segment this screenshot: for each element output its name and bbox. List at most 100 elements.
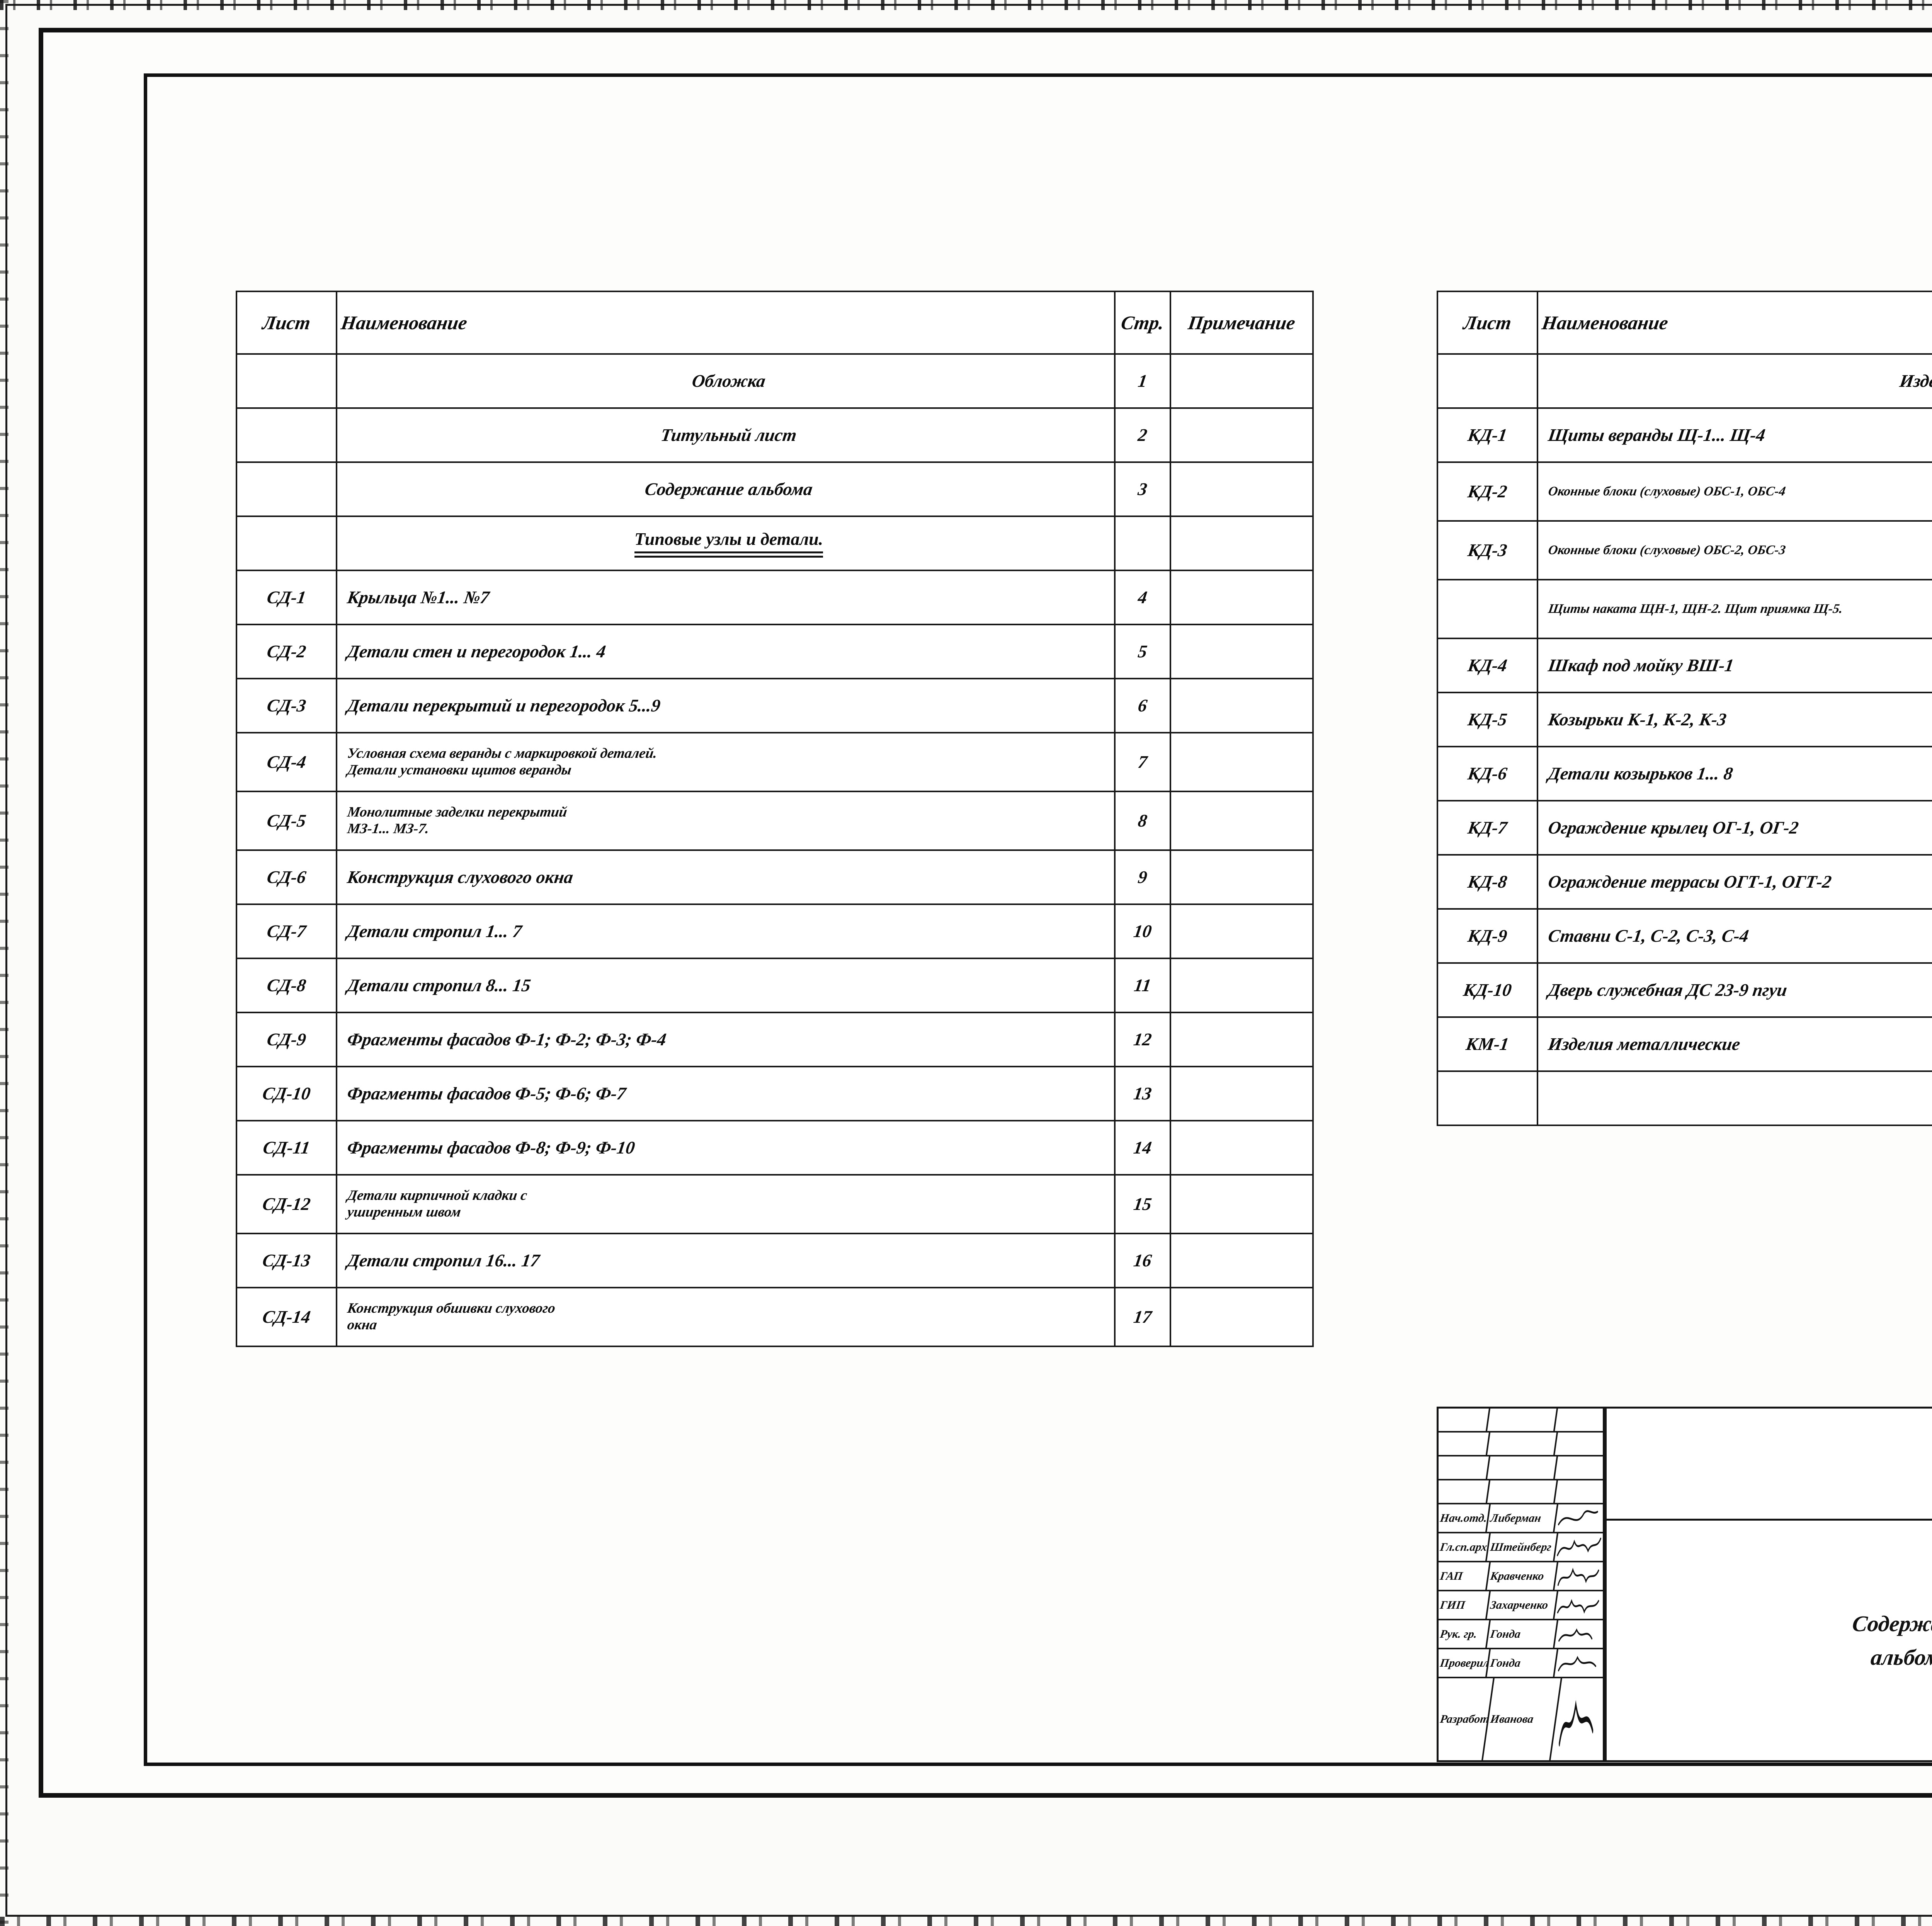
cell-note: [1170, 407, 1314, 463]
cell-note: [1170, 958, 1314, 1013]
cell-sheet-code: КД-1: [1437, 407, 1538, 463]
contents-table-right: Лист Наименование Стр. Примечание Издели…: [1437, 291, 1932, 1126]
drawing-title-line2: альбома: [1869, 1645, 1932, 1670]
title-block-signature: [1556, 1649, 1603, 1677]
cell-sheet-code: СД-3: [236, 678, 337, 733]
cell-sheet-code: [1437, 353, 1538, 409]
title-block-row: Проверил Гонда: [1437, 1649, 1603, 1678]
table-row: Титульный лист 2: [236, 407, 1314, 463]
cell-page-number: 6: [1114, 678, 1171, 733]
title-block-signature: [1556, 1409, 1603, 1431]
title-block-name: [1487, 1409, 1558, 1431]
table-row: СД-6 Конструкция слухового окна 9: [236, 849, 1314, 905]
cell-item-name: Конструкция слухового окна: [336, 849, 1116, 905]
cell-sheet-code: [236, 353, 337, 409]
contents-table-left: Лист Наименование Стр. Примечание Обложк…: [236, 291, 1314, 1347]
table-row: СД-5 Монолитные заделки перекрытий МЗ-1...…: [236, 791, 1314, 851]
cell-sheet-code: КД-2: [1437, 461, 1538, 522]
table-row: СД-10 Фрагменты фасадов Ф-5; Ф-6; Ф-7 13: [236, 1066, 1314, 1121]
title-block-name: Кравченко: [1487, 1562, 1558, 1590]
table-row: СД-14 Конструкция обшивки слухового окна 17: [236, 1287, 1314, 1347]
cell-item-name: Изделия.: [1537, 353, 1932, 409]
cell-note: [1170, 461, 1314, 517]
cell-item-name: Щиты наката ЩН-1, ЩН-2. Щит приямка Щ-5.: [1537, 579, 1932, 639]
title-block-right: 184 - 24 - 233.13.87 Содержание альбома …: [1592, 1409, 1932, 1760]
title-block-signature: [1556, 1533, 1603, 1561]
cell-note: [1170, 849, 1314, 905]
cell-page-number: 17: [1114, 1287, 1171, 1347]
cell-item-name: Ставни С-1, С-2, С-3, С-4: [1537, 908, 1932, 964]
table-header-row: Лист Наименование Стр. Примечание: [236, 291, 1314, 355]
cell-item-name: Содержание альбома: [336, 461, 1116, 517]
title-block-row: [1437, 1409, 1603, 1433]
cell-sheet-code: [1437, 1070, 1538, 1126]
cell-item-name: Детали кирпичной кладки с уширенным швом: [336, 1174, 1116, 1234]
cell-item-name: Монолитные заделки перекрытий МЗ-1... МЗ-…: [336, 791, 1116, 851]
title-block-role: Рук. гр.: [1437, 1620, 1491, 1648]
cell-item-name: Козырьки К-1, К-2, К-3: [1537, 692, 1932, 747]
title-block-name: Либерман: [1487, 1504, 1558, 1532]
cell-note: [1170, 1012, 1314, 1067]
cell-page-number: 5: [1114, 624, 1171, 679]
table-row: СД-12 Детали кирпичной кладки с уширенным …: [236, 1174, 1314, 1234]
cell-item-name: Детали стропил 8... 15: [336, 958, 1116, 1013]
cell-sheet-code: [236, 516, 337, 571]
cell-note: [1170, 1174, 1314, 1234]
table-row: Изделия.: [1437, 353, 1932, 409]
title-block-name: [1487, 1433, 1558, 1455]
cell-page-number: 2: [1114, 407, 1171, 463]
cell-item-name: Фрагменты фасадов Ф-5; Ф-6; Ф-7: [336, 1066, 1116, 1121]
cell-page-number: 9: [1114, 849, 1171, 905]
title-block-signature: [1556, 1433, 1603, 1455]
cell-note: [1170, 732, 1314, 792]
cell-sheet-code: [1437, 579, 1538, 639]
cell-page-number: 3: [1114, 461, 1171, 517]
cell-item-name: Детали стропил 1... 7: [336, 903, 1116, 959]
table-row: Щиты наката ЩН-1, ЩН-2. Щит приямка Щ-5.: [1437, 579, 1932, 639]
column-header-note: Примечание: [1170, 291, 1314, 355]
title-block-name: Гонда: [1487, 1649, 1558, 1677]
column-header-name: Наименование: [336, 291, 1116, 355]
cell-sheet-code: КД-5: [1437, 692, 1538, 747]
cell-sheet-code: КД-6: [1437, 746, 1538, 801]
cell-page-number: 8: [1114, 791, 1171, 851]
title-block-role: [1437, 1456, 1491, 1479]
cell-sheet-code: СД-2: [236, 624, 337, 679]
cell-item-name: Фрагменты фасадов Ф-1; Ф-2; Ф-3; Ф-4: [336, 1012, 1116, 1067]
table-row: СД-7 Детали стропил 1... 7 10: [236, 903, 1314, 959]
cell-page-number: 13: [1114, 1066, 1171, 1121]
cell-item-name: Конструкция обшивки слухового окна: [336, 1287, 1116, 1347]
title-block-row: [1437, 1433, 1603, 1456]
cell-item-name: Детали стропил 16... 17: [336, 1233, 1116, 1288]
cell-sheet-code: КД-3: [1437, 520, 1538, 580]
table-row: СД-11 Фрагменты фасадов Ф-8; Ф-9; Ф-10 14: [236, 1120, 1314, 1176]
cell-item-name: Оконные блоки (слуховые) ОБС-1, ОБС-4: [1537, 461, 1932, 522]
cell-item-name: Титульный лист: [336, 407, 1116, 463]
cell-item-name: Ограждение крылец ОГ-1, ОГ-2: [1537, 800, 1932, 856]
cell-page-number: 16: [1114, 1233, 1171, 1288]
title-block-role: [1437, 1433, 1491, 1455]
cell-sheet-code: СД-7: [236, 903, 337, 959]
table-row: Обложка 1: [236, 353, 1314, 409]
cell-note: [1170, 570, 1314, 625]
cell-item-name: Ограждение террасы ОГТ-1, ОГТ-2: [1537, 854, 1932, 910]
cell-note: [1170, 903, 1314, 959]
cell-sheet-code: СД-13: [236, 1233, 337, 1288]
title-block-role: [1437, 1409, 1491, 1431]
table-row: Типовые узлы и детали.: [236, 516, 1314, 571]
cell-item-name: Крыльца №1... №7: [336, 570, 1116, 625]
table-row: СД-13 Детали стропил 16... 17 16: [236, 1233, 1314, 1288]
title-block-role: Гл.сп.арх.: [1437, 1533, 1491, 1561]
cell-page-number: 11: [1114, 958, 1171, 1013]
title-block-lower: Содержание альбома Стадия Масса Масштаб …: [1592, 1521, 1932, 1760]
cell-sheet-code: [236, 407, 337, 463]
